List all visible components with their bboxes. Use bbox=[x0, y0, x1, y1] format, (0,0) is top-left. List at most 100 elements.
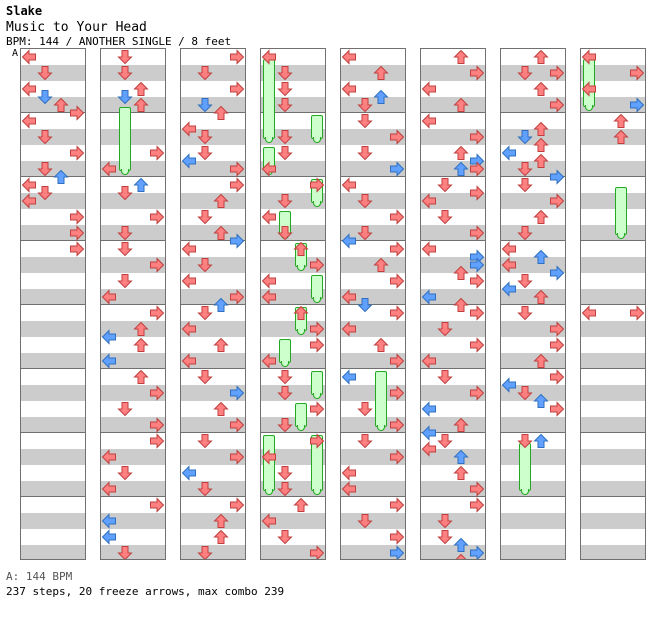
step-arrow-down-icon bbox=[117, 402, 133, 417]
step-arrow-left-icon bbox=[341, 321, 356, 337]
step-arrow-down-icon bbox=[277, 530, 293, 545]
measure-line bbox=[261, 176, 325, 177]
measure-line bbox=[261, 368, 325, 369]
step-arrow-left-icon bbox=[261, 273, 276, 289]
step-arrow-down-icon bbox=[117, 242, 133, 257]
step-arrow-left-icon bbox=[341, 289, 356, 305]
step-arrow-up-icon bbox=[213, 193, 229, 208]
freeze-arrow bbox=[279, 339, 291, 367]
step-arrow-left-icon bbox=[261, 161, 276, 177]
step-arrow-right-icon bbox=[470, 481, 485, 497]
measure-line bbox=[501, 368, 565, 369]
step-arrow-left-icon bbox=[421, 113, 436, 129]
step-arrow-left-icon bbox=[421, 289, 436, 305]
step-arrow-right-icon bbox=[230, 49, 245, 65]
step-arrow-right-icon bbox=[390, 353, 405, 369]
step-arrow-down-icon bbox=[37, 90, 53, 105]
chart-stats: 237 steps, 20 freeze arrows, max combo 2… bbox=[6, 585, 285, 598]
step-arrow-down-icon bbox=[357, 298, 373, 313]
step-arrow-left-icon bbox=[21, 177, 36, 193]
step-arrow-left-icon bbox=[341, 369, 356, 385]
step-arrow-right-icon bbox=[390, 449, 405, 465]
step-arrow-down-icon bbox=[37, 186, 53, 201]
step-arrow-right-icon bbox=[230, 233, 245, 249]
chart-column bbox=[180, 48, 246, 560]
step-arrow-right-icon bbox=[390, 129, 405, 145]
step-arrow-up-icon bbox=[453, 537, 469, 552]
step-arrow-up-icon bbox=[133, 337, 149, 352]
step-arrow-down-icon bbox=[197, 210, 213, 225]
measure-line bbox=[101, 432, 165, 433]
step-arrow-down-icon bbox=[357, 434, 373, 449]
freeze-arrow bbox=[375, 371, 387, 431]
measure-line bbox=[261, 112, 325, 113]
step-arrow-up-icon bbox=[453, 145, 469, 160]
step-arrow-left-icon bbox=[501, 257, 516, 273]
measure-line bbox=[581, 112, 645, 113]
freeze-arrow bbox=[263, 59, 275, 143]
measure-line bbox=[21, 112, 85, 113]
measure-line bbox=[341, 304, 405, 305]
step-arrow-left-icon bbox=[501, 241, 516, 257]
step-arrow-up-icon bbox=[293, 241, 309, 256]
step-arrow-right-icon bbox=[150, 385, 165, 401]
measure-line bbox=[341, 240, 405, 241]
step-arrow-down-icon bbox=[277, 466, 293, 481]
step-arrow-up-icon bbox=[453, 265, 469, 280]
step-arrow-up-icon bbox=[533, 433, 549, 448]
step-arrow-right-icon bbox=[470, 129, 485, 145]
step-arrow-up-icon bbox=[533, 81, 549, 96]
step-arrow-down-icon bbox=[117, 226, 133, 241]
step-arrow-right-icon bbox=[470, 385, 485, 401]
measure-line bbox=[581, 496, 645, 497]
freeze-arrow bbox=[519, 443, 531, 495]
step-arrow-right-icon bbox=[150, 417, 165, 433]
measure-line bbox=[181, 304, 245, 305]
step-arrow-down-icon bbox=[197, 482, 213, 497]
step-arrow-right-icon bbox=[230, 161, 245, 177]
chart-column bbox=[580, 48, 646, 560]
step-arrow-right-icon bbox=[150, 145, 165, 161]
step-arrow-right-icon bbox=[150, 209, 165, 225]
measure-line bbox=[181, 240, 245, 241]
step-arrow-up-icon bbox=[453, 465, 469, 480]
step-arrow-up-icon bbox=[533, 153, 549, 168]
step-arrow-down-icon bbox=[517, 66, 533, 81]
measure-line bbox=[341, 176, 405, 177]
step-arrow-down-icon bbox=[37, 66, 53, 81]
freeze-arrow bbox=[311, 435, 323, 495]
step-arrow-right-icon bbox=[390, 209, 405, 225]
step-arrow-left-icon bbox=[261, 49, 276, 65]
step-arrow-down-icon bbox=[357, 514, 373, 529]
step-arrow-down-icon bbox=[357, 226, 373, 241]
step-arrow-left-icon bbox=[581, 81, 596, 97]
step-arrow-down-icon bbox=[437, 178, 453, 193]
step-arrow-right-icon bbox=[70, 105, 85, 121]
step-arrow-down-icon bbox=[277, 66, 293, 81]
measure-line bbox=[421, 176, 485, 177]
measure-line bbox=[581, 176, 645, 177]
step-arrow-up-icon bbox=[53, 169, 69, 184]
step-arrow-right-icon bbox=[230, 417, 245, 433]
step-arrow-right-icon bbox=[470, 545, 485, 559]
step-arrow-right-icon bbox=[310, 545, 325, 559]
chart-column bbox=[100, 48, 166, 560]
step-arrow-right-icon bbox=[310, 433, 325, 449]
step-arrow-left-icon bbox=[181, 321, 196, 337]
step-arrow-left-icon bbox=[501, 281, 516, 297]
step-arrow-up-icon bbox=[373, 257, 389, 272]
step-arrow-up-icon bbox=[133, 177, 149, 192]
step-arrow-right-icon bbox=[70, 241, 85, 257]
step-arrow-down-icon bbox=[197, 434, 213, 449]
step-arrow-left-icon bbox=[421, 353, 436, 369]
step-arrow-up-icon bbox=[533, 289, 549, 304]
step-arrow-down-icon bbox=[277, 82, 293, 97]
step-arrow-left-icon bbox=[261, 209, 276, 225]
step-arrow-left-icon bbox=[501, 377, 516, 393]
step-arrow-right-icon bbox=[310, 401, 325, 417]
step-arrow-down-icon bbox=[517, 386, 533, 401]
step-arrow-up-icon bbox=[533, 137, 549, 152]
step-arrow-up-icon bbox=[373, 337, 389, 352]
step-arrow-down-icon bbox=[37, 162, 53, 177]
step-arrow-left-icon bbox=[341, 81, 356, 97]
